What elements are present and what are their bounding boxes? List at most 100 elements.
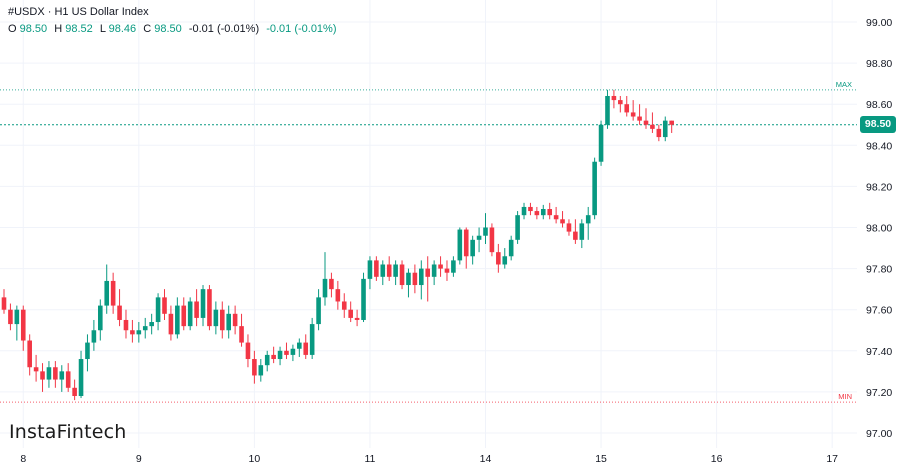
candle	[618, 95, 623, 113]
candle	[585, 206, 591, 240]
ohlc-open-label: O	[8, 23, 17, 35]
candle	[354, 309, 360, 327]
candle	[290, 344, 296, 362]
candle	[463, 227, 469, 269]
candle	[412, 264, 418, 294]
y-tick-label: 97.60	[866, 305, 892, 317]
candle-body	[14, 309, 20, 325]
candle-body	[271, 354, 276, 360]
candle	[252, 350, 257, 384]
candle-body	[329, 278, 334, 290]
candle-body	[110, 280, 116, 306]
candle	[117, 289, 122, 327]
candle	[637, 104, 642, 125]
candle	[239, 313, 244, 347]
candle	[643, 108, 649, 129]
candle-body	[123, 319, 129, 331]
candle-body	[207, 289, 212, 327]
candle-body	[451, 260, 456, 273]
candle-body	[444, 268, 450, 273]
candle-body	[598, 124, 604, 162]
candle-body	[579, 223, 585, 240]
candle	[348, 301, 353, 323]
candle-body	[284, 350, 289, 355]
candle	[297, 338, 302, 357]
candle-body	[425, 268, 431, 277]
candle	[284, 342, 289, 360]
candle-body	[303, 342, 309, 355]
price-axis: 97.00 97.20 97.40 97.60 97.80 98.00 98.20 98.40…	[866, 17, 892, 440]
candle-body	[393, 264, 398, 277]
candle	[560, 211, 565, 228]
candle	[361, 272, 366, 323]
candle	[393, 260, 398, 286]
candle	[53, 361, 58, 388]
candle-body	[335, 289, 341, 302]
candle	[98, 299, 103, 341]
candle	[104, 264, 110, 314]
candle	[72, 379, 77, 401]
candle-body	[585, 215, 591, 224]
candle	[264, 350, 270, 372]
candle	[329, 272, 334, 298]
candle-body	[187, 301, 193, 327]
candle-body	[489, 227, 495, 253]
candle-body	[367, 260, 373, 279]
y-tick-label: 98.60	[866, 99, 892, 111]
candle	[155, 293, 161, 331]
candle	[187, 297, 193, 331]
candle-body	[643, 120, 649, 125]
candle-body	[483, 227, 488, 236]
candle	[303, 334, 309, 360]
candle-body	[419, 268, 424, 286]
candle	[553, 206, 559, 224]
candle-body	[669, 120, 674, 125]
candle-body	[573, 231, 578, 240]
candle	[630, 100, 636, 121]
candle-body	[457, 229, 463, 261]
ohlc-high-label: H	[54, 23, 63, 35]
candle-body	[78, 359, 84, 397]
candle	[277, 346, 283, 366]
candle	[386, 256, 392, 281]
candle	[200, 285, 206, 327]
candle-body	[200, 289, 206, 318]
y-tick-label: 98.00	[866, 223, 892, 235]
candle	[476, 227, 482, 253]
y-tick-label: 99.00	[866, 17, 892, 29]
candle	[219, 301, 225, 339]
candle-body	[566, 223, 572, 232]
candle-body	[316, 297, 321, 325]
candle-body	[1, 297, 7, 310]
candle-body	[386, 264, 392, 277]
candle	[85, 334, 90, 372]
candle	[579, 219, 585, 249]
candle-body	[547, 209, 552, 216]
candle-body	[354, 317, 360, 320]
ohlc-close-value: 98.50	[154, 23, 182, 35]
candle-body	[297, 342, 302, 349]
candle-body	[72, 387, 77, 397]
candle	[483, 213, 488, 244]
chart-title: #USDX · H1 US Dollar Index	[8, 6, 149, 18]
candle-body	[348, 309, 353, 318]
candle-body	[168, 313, 174, 335]
candle	[232, 305, 238, 335]
candle-body	[8, 309, 13, 325]
candle	[496, 243, 501, 273]
candle	[149, 313, 154, 335]
candle-body	[59, 371, 65, 380]
candle	[508, 235, 514, 261]
candle	[207, 285, 212, 331]
candle	[316, 289, 321, 331]
y-tick-label: 98.40	[866, 140, 892, 152]
candle	[566, 219, 572, 236]
candle	[14, 305, 20, 341]
ohlc-low-value: 98.46	[108, 23, 137, 35]
ohlc-change: -0.01 (-0.01%)	[188, 23, 260, 35]
candle	[431, 260, 437, 286]
candle	[168, 305, 174, 341]
candle	[1, 289, 7, 314]
max-label: MAX	[836, 80, 852, 89]
ohlc-low-label: L	[99, 23, 106, 35]
